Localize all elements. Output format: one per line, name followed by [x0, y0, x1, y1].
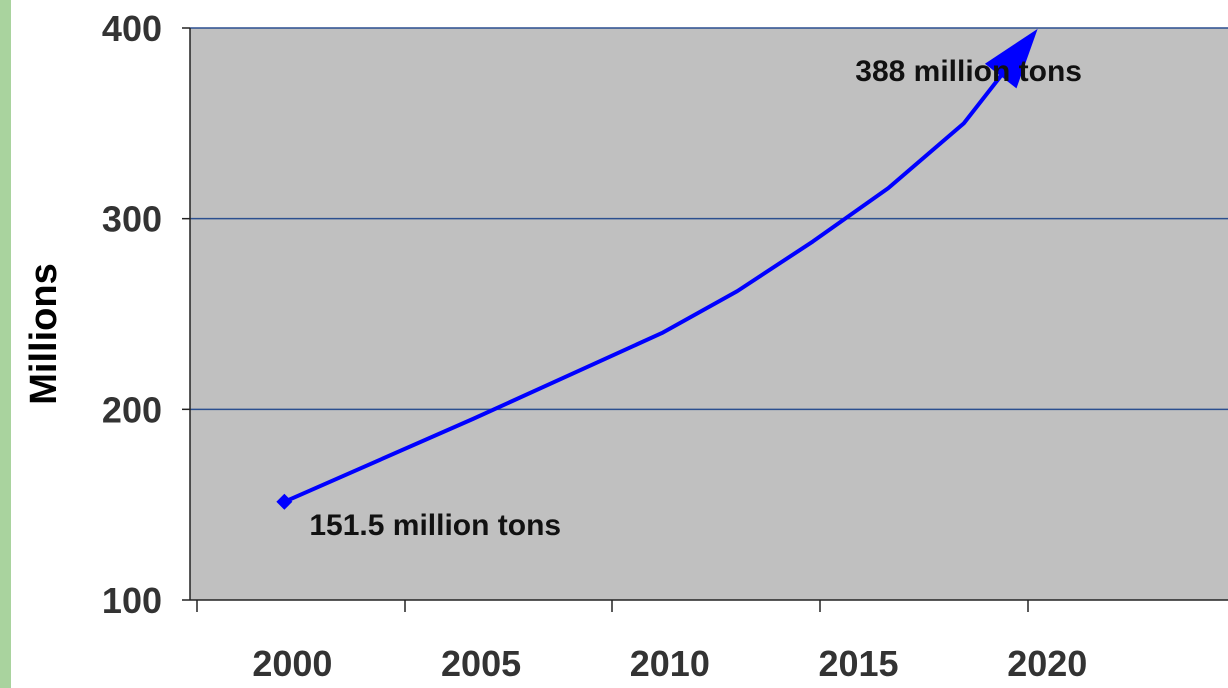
x-tick-label: 2015 — [818, 643, 898, 684]
arrowhead — [984, 28, 1038, 89]
x-tick-label: 2010 — [630, 643, 710, 684]
x-tick-label: 2000 — [252, 643, 332, 684]
left-accent-strip — [0, 0, 11, 688]
y-tick-label: 300 — [102, 199, 162, 240]
annotation-start: 151.5 million tons — [309, 509, 561, 542]
y-tick-label: 400 — [102, 8, 162, 49]
x-tick-label: 2020 — [1007, 643, 1087, 684]
plot-area — [190, 28, 1228, 600]
data-point-marker — [276, 493, 293, 510]
annotation-end: 388 million tons — [855, 55, 1082, 88]
y-tick-label: 100 — [102, 580, 162, 621]
series-line — [283, 49, 1022, 504]
x-tick-label: 2005 — [441, 643, 521, 684]
y-axis-title: Millions — [23, 263, 65, 404]
y-tick-label: 200 — [102, 389, 162, 430]
